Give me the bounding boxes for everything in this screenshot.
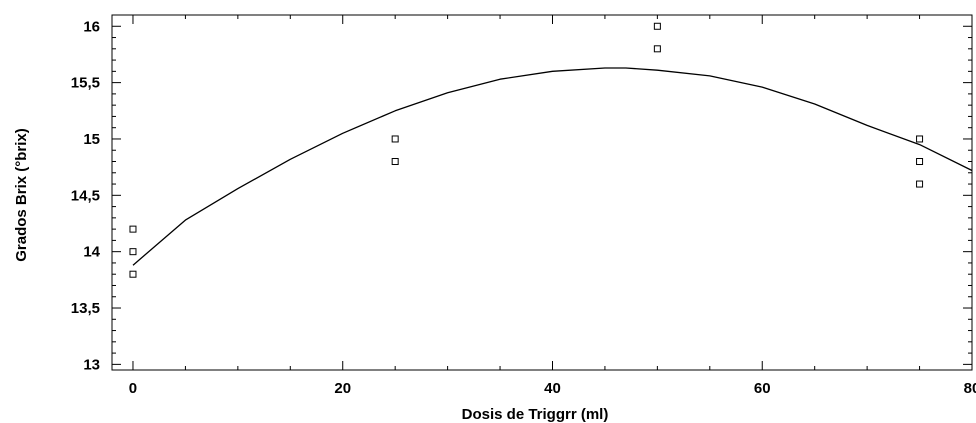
plot-area	[111, 14, 973, 371]
data-point	[129, 270, 137, 278]
data-point	[653, 45, 661, 53]
y-tick-label: 13	[83, 356, 100, 373]
x-tick-label: 20	[334, 380, 351, 397]
y-tick-label: 14,5	[71, 187, 100, 204]
y-tick-label: 16	[83, 18, 100, 35]
y-axis: 13 13,5 14 14,5 15 15,5 16	[71, 18, 972, 373]
data-point	[129, 225, 137, 233]
x-tick-label: 40	[544, 380, 561, 397]
y-tick-label: 15	[83, 131, 100, 148]
plot-border	[111, 14, 973, 371]
data-point	[653, 22, 661, 30]
x-axis: 0 20 40 60 80	[129, 15, 976, 397]
fitted-curve-line	[132, 67, 973, 266]
fitted-curve	[132, 67, 973, 266]
y-tick-label: 13,5	[71, 300, 100, 317]
x-tick-label: 60	[754, 380, 771, 397]
data-point	[129, 248, 137, 256]
x-tick-label: 80	[964, 380, 976, 397]
data-point	[391, 158, 399, 166]
y-tick-label: 15,5	[71, 75, 100, 92]
data-point	[916, 180, 924, 188]
y-axis-title: Grados Brix (°brix)	[13, 128, 30, 262]
x-tick-label: 0	[129, 380, 137, 397]
data-points	[129, 22, 924, 278]
data-point	[916, 135, 924, 143]
data-point	[916, 158, 924, 166]
x-axis-title: Dosis de Triggrr (ml)	[462, 406, 609, 423]
data-point	[391, 135, 399, 143]
y-tick-label: 14	[83, 244, 100, 261]
